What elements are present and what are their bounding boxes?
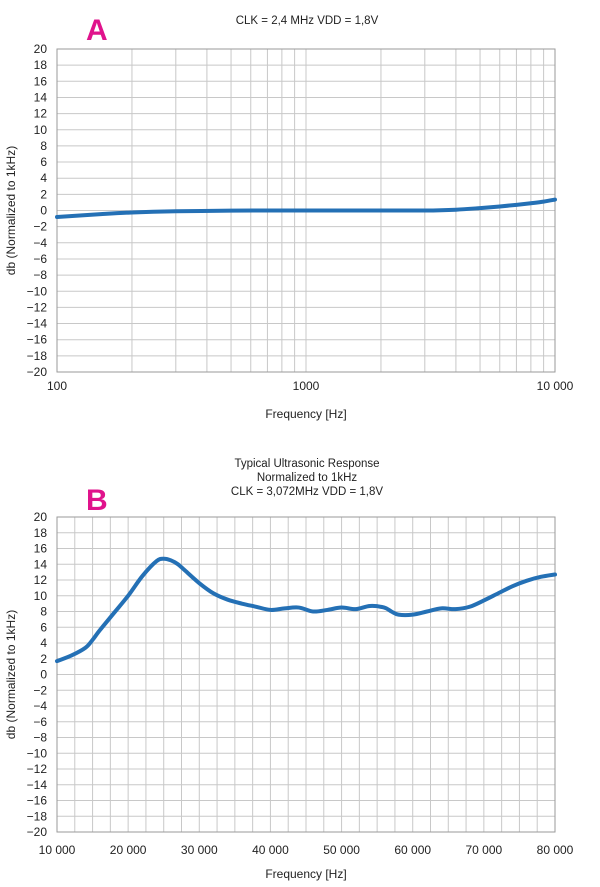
y-tick-label: 12 xyxy=(34,107,48,121)
series-line xyxy=(55,197,557,219)
x-tick-label: 10 000 xyxy=(39,843,76,857)
y-tick-label: −14 xyxy=(27,317,48,331)
y-tick-label: 16 xyxy=(34,74,48,88)
x-tick-label: 60 000 xyxy=(394,843,431,857)
y-tick-label: 2 xyxy=(40,187,47,201)
y-tick-label: −18 xyxy=(27,809,48,823)
y-tick-label: −6 xyxy=(33,252,47,266)
y-tick-label: 10 xyxy=(34,123,48,137)
y-tick-label: −12 xyxy=(27,762,48,776)
x-tick-label: 100 xyxy=(47,379,67,393)
y-tick-label: −12 xyxy=(27,300,48,314)
y-tick-label: 18 xyxy=(34,526,48,540)
panel-label: A xyxy=(86,14,108,47)
chart-b: 20181614121086420−2−4−6−8−10−12−14−16−18… xyxy=(4,458,574,881)
y-tick-label: 0 xyxy=(40,204,47,218)
y-tick-label: −4 xyxy=(33,236,47,250)
plot-frame xyxy=(56,48,556,373)
chart-title-line: Normalized to 1kHz xyxy=(257,472,358,484)
y-tick-label: −4 xyxy=(33,699,47,713)
x-tick-label: 1000 xyxy=(293,379,320,393)
y-tick-label: −2 xyxy=(33,683,47,697)
y-tick-label: 10 xyxy=(34,589,48,603)
x-tick-label: 80 000 xyxy=(537,843,574,857)
y-tick-label: 16 xyxy=(34,542,48,556)
y-tick-label: 20 xyxy=(34,510,48,524)
series-line xyxy=(55,556,557,664)
y-tick-label: 6 xyxy=(40,620,47,634)
chart-a: 20181614121086420−2−4−6−8−10−12−14−16−18… xyxy=(4,14,574,421)
y-axis-label: db (Normalized to 1kHz) xyxy=(4,610,18,739)
x-tick-label: 20 000 xyxy=(110,843,147,857)
y-tick-label: 18 xyxy=(34,58,48,72)
panel-label: B xyxy=(86,484,108,517)
y-tick-label: 0 xyxy=(40,668,47,682)
x-tick-label: 10 000 xyxy=(537,379,574,393)
y-tick-label: −16 xyxy=(27,333,48,347)
y-tick-label: 8 xyxy=(40,605,47,619)
y-tick-label: −8 xyxy=(33,731,47,745)
y-tick-label: 12 xyxy=(34,573,48,587)
y-tick-label: 20 xyxy=(34,42,48,56)
y-tick-label: 2 xyxy=(40,652,47,666)
x-tick-label: 50 000 xyxy=(323,843,360,857)
y-tick-label: −10 xyxy=(27,284,48,298)
y-tick-label: −10 xyxy=(27,746,48,760)
y-tick-label: −20 xyxy=(27,365,48,379)
x-tick-label: 30 000 xyxy=(181,843,218,857)
y-tick-label: 4 xyxy=(40,171,47,185)
plot-frame xyxy=(56,516,556,833)
y-tick-label: −14 xyxy=(27,778,48,792)
y-tick-label: −18 xyxy=(27,349,48,363)
x-axis-label: Frequency [Hz] xyxy=(265,867,346,881)
chart-title-line: Typical Ultrasonic Response xyxy=(234,458,379,470)
y-tick-label: −20 xyxy=(27,825,48,839)
y-tick-label: 6 xyxy=(40,155,47,169)
x-axis-label: Frequency [Hz] xyxy=(265,407,346,421)
x-tick-label: 40 000 xyxy=(252,843,289,857)
y-tick-label: −16 xyxy=(27,794,48,808)
y-tick-label: 4 xyxy=(40,636,47,650)
y-tick-label: 8 xyxy=(40,139,47,153)
chart-title-line: CLK = 2,4 MHz VDD = 1,8V xyxy=(236,15,379,27)
y-axis-label: db (Normalized to 1kHz) xyxy=(4,146,18,275)
y-tick-label: −2 xyxy=(33,220,47,234)
y-tick-label: −8 xyxy=(33,268,47,282)
chart-title-line: CLK = 3,072MHz VDD = 1,8V xyxy=(231,486,383,498)
y-tick-label: −6 xyxy=(33,715,47,729)
x-tick-label: 70 000 xyxy=(466,843,503,857)
y-tick-label: 14 xyxy=(34,90,48,104)
y-tick-label: 14 xyxy=(34,557,48,571)
